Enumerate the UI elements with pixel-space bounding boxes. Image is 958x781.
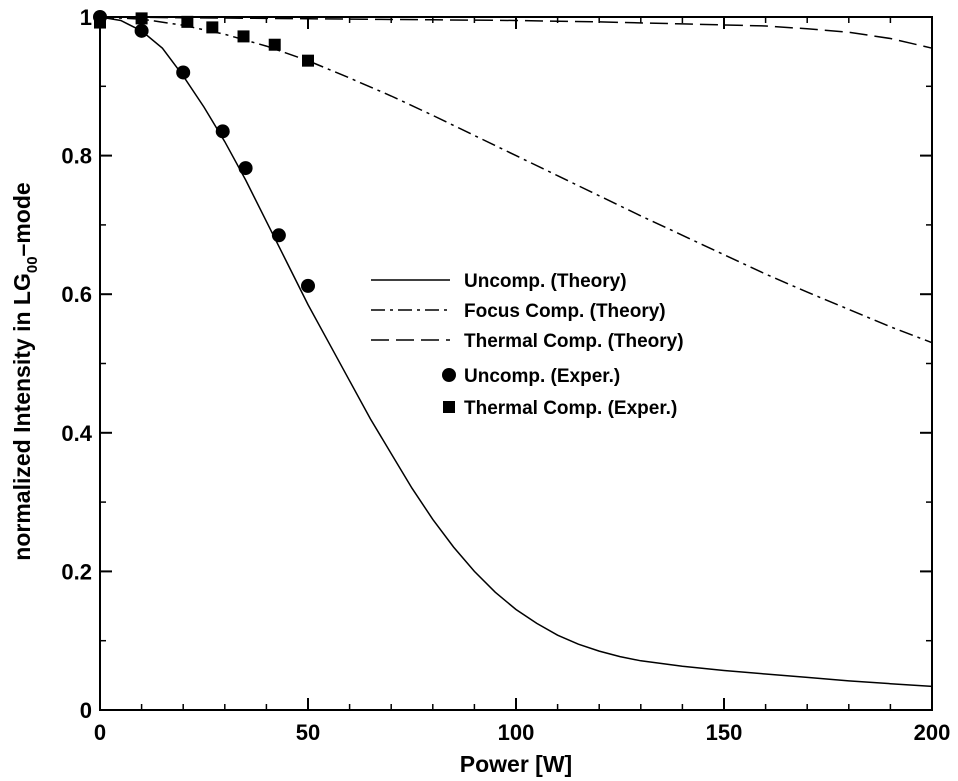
x-ticks: 0 50 100 150 200 bbox=[94, 17, 950, 745]
point-thermal-comp-exper bbox=[206, 21, 219, 34]
y-tick-label: 0.6 bbox=[61, 282, 92, 307]
legend-item-uncomp-theory: Uncomp. (Theory) bbox=[371, 271, 627, 292]
legend-item-thermal-comp-theory: Thermal Comp. (Theory) bbox=[371, 331, 684, 352]
y-ticks: 0 0.2 0.4 0.6 0.8 1 bbox=[61, 5, 932, 723]
point-uncomp-exper bbox=[215, 124, 230, 139]
point-uncomp-exper bbox=[301, 278, 315, 293]
legend-item-thermal-comp-exper: Thermal Comp. (Exper.) bbox=[443, 398, 677, 419]
y-axis-title: normalized Intensity in LG00–mode bbox=[9, 182, 41, 560]
series-line-focus-comp-theory bbox=[99, 16, 933, 344]
y-tick-label: 0.4 bbox=[61, 421, 92, 446]
x-tick-label: 150 bbox=[706, 720, 743, 745]
point-uncomp-exper bbox=[238, 161, 253, 176]
x-tick-label: 100 bbox=[498, 720, 535, 745]
legend-item-uncomp-exper: Uncomp. (Exper.) bbox=[442, 366, 620, 387]
plot-markers bbox=[93, 10, 315, 293]
point-uncomp-exper bbox=[134, 23, 149, 38]
plot-frame bbox=[99, 16, 933, 711]
point-thermal-comp-exper bbox=[237, 30, 250, 43]
legend-label: Thermal Comp. (Exper.) bbox=[464, 398, 677, 419]
series-line-uncomp-theory bbox=[99, 16, 933, 688]
legend-swatch-circle bbox=[442, 368, 456, 382]
legend-label: Focus Comp. (Theory) bbox=[464, 301, 666, 322]
legend: Uncomp. (Theory) Focus Comp. (Theory) Ther… bbox=[371, 271, 684, 419]
x-tick-label: 50 bbox=[296, 720, 320, 745]
y-tick-label: 0.2 bbox=[61, 559, 92, 584]
x-axis-title: Power [W] bbox=[460, 751, 572, 777]
point-thermal-comp-exper bbox=[181, 15, 194, 28]
y-tick-label: 1 bbox=[80, 5, 92, 30]
y-axis-title-subscript: 00 bbox=[24, 256, 41, 273]
legend-label: Thermal Comp. (Theory) bbox=[464, 331, 684, 352]
point-uncomp-exper bbox=[176, 65, 191, 80]
legend-label: Uncomp. (Theory) bbox=[464, 271, 627, 292]
point-uncomp-exper bbox=[271, 228, 286, 243]
legend-swatch-square bbox=[443, 401, 455, 413]
y-tick-label: 0.8 bbox=[61, 144, 92, 169]
x-tick-label: 0 bbox=[94, 720, 106, 745]
y-tick-label: 0 bbox=[80, 698, 92, 723]
y-axis-title-prefix: normalized Intensity in LG bbox=[9, 273, 35, 561]
point-thermal-comp-exper bbox=[268, 38, 281, 51]
y-axis-title-suffix: –mode bbox=[9, 182, 35, 256]
legend-label: Uncomp. (Exper.) bbox=[464, 366, 620, 387]
point-thermal-comp-exper bbox=[302, 54, 314, 67]
legend-item-focus-comp-theory: Focus Comp. (Theory) bbox=[371, 301, 666, 322]
x-tick-label: 200 bbox=[914, 720, 951, 745]
